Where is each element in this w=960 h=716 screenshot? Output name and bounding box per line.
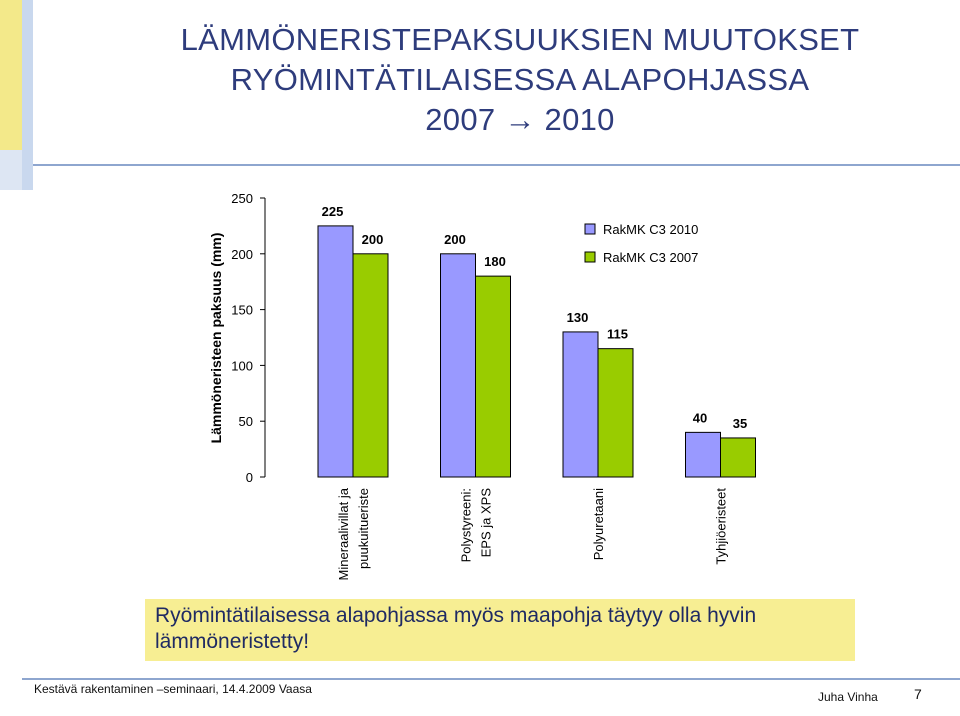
x-category-label: Polystyreeni: EPS ja XPS [459,488,494,563]
note-box: Ryömintätilaisessa alapohjassa myös maap… [145,599,855,661]
y-tick-label: 0 [246,470,253,485]
legend-swatch [584,223,596,235]
bar-2010 [685,431,721,478]
page-number: 7 [914,686,922,702]
x-category-label-line: puukuitueriste [356,488,371,569]
x-category-label-line: Polystyreeni: [459,488,474,562]
legend-swatch [584,251,596,263]
x-category-label-line: Mineraalivillat ja [336,487,351,580]
bar-2010 [317,225,354,478]
title-line-3: 2007 → 2010 [425,102,615,137]
y-tick-label: 150 [231,303,253,318]
data-label: 180 [484,254,506,269]
y-tick-label: 250 [231,191,253,206]
footer-event: Kestävä rakentaminen –seminaari, 14.4.20… [34,682,312,696]
y-tick-label: 100 [231,358,253,373]
data-label: 40 [693,410,707,425]
slide-title: LÄMMÖNERISTEPAKSUUKSIEN MUUTOKSET RYÖMIN… [100,20,940,140]
data-label: 200 [362,232,384,247]
bar-2007 [475,275,511,478]
data-label: 115 [607,327,628,342]
bar-2007 [352,253,389,478]
header-divider [33,164,960,166]
data-label: 130 [567,310,589,325]
decorative-blue-block [0,150,22,190]
bar-2010 [440,253,476,478]
legend-label: RakMK C3 2007 [603,250,698,265]
x-category-label-line: Polyuretaani [591,488,606,560]
x-category-label: Mineraalivillat ja puukuitueriste [336,487,371,580]
x-category-label: Tyhjiöeristeet [714,488,729,565]
data-label: 200 [444,232,466,247]
data-label: 35 [733,416,747,431]
y-tick-label: 200 [231,247,253,262]
legend-label: RakMK C3 2010 [603,222,698,237]
x-category-label-line: Tyhjiöeristeet [714,488,729,565]
bar-2010 [562,331,599,478]
title-line-1: LÄMMÖNERISTEPAKSUUKSIEN MUUTOKSET [180,22,860,57]
data-label: 225 [322,204,344,219]
y-axis-title: Lämmöneristeen paksuus (mm) [208,233,224,444]
bar-2007 [597,348,634,478]
bar-2007 [720,437,756,478]
footer-divider [22,678,960,680]
footer-author: Juha Vinha [818,690,878,704]
title-line-2: RYÖMINTÄTILAISESSA ALAPOHJASSA [230,62,810,97]
x-category-label: Polyuretaani [591,488,606,560]
decorative-blue-bar [22,0,33,190]
decorative-yellow-bar [0,0,22,150]
x-category-label-line: EPS ja XPS [479,488,494,558]
y-tick-label: 50 [239,414,253,429]
